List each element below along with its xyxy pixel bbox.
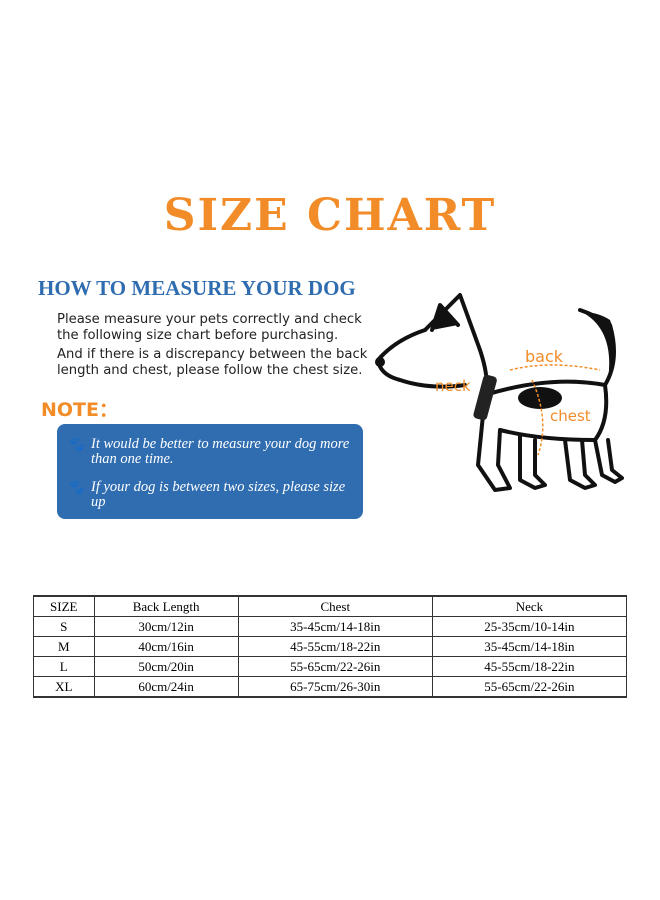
cell: XL	[33, 676, 95, 698]
header-size: SIZE	[33, 595, 95, 617]
dog-measurement-diagram: back neck chest	[375, 293, 624, 492]
size-table: SIZE Back Length Chest Neck S 30cm/12in 35…	[33, 595, 628, 698]
paw-icon: 🐾	[67, 438, 85, 453]
dog-illustration	[376, 293, 624, 492]
table-row: M 40cm/16in 45-55cm/18-22in 35-45cm/14-18in	[33, 636, 628, 657]
header-chest: Chest	[237, 595, 433, 617]
header-back-length: Back Length	[93, 595, 239, 617]
cell: 60cm/24in	[93, 676, 239, 698]
how-to-heading: HOW TO MEASURE YOUR DOG	[38, 276, 356, 300]
tip-1: 🐾 It would be better to measure your dog …	[67, 436, 361, 467]
instructions-para-1: Please measure your pets correctly and c…	[57, 312, 362, 343]
neck-label: neck	[435, 377, 471, 395]
chest-label: chest	[550, 407, 591, 425]
collar	[473, 374, 497, 421]
cell: 35-45cm/14-18in	[237, 616, 433, 637]
cell: 65-75cm/26-30in	[237, 676, 433, 698]
cell: 55-65cm/22-26in	[431, 676, 628, 698]
table-row: L 50cm/20in 55-65cm/22-26in 45-55cm/18-22in	[33, 656, 628, 677]
cell: 55-65cm/22-26in	[237, 656, 433, 677]
table-header-row: SIZE Back Length Chest Neck	[33, 595, 628, 617]
cell: S	[33, 616, 95, 637]
cell: 45-55cm/18-22in	[431, 656, 628, 677]
cell: L	[33, 656, 95, 677]
cell: 40cm/16in	[93, 636, 239, 657]
table-row: S 30cm/12in 35-45cm/14-18in 25-35cm/10-14in	[33, 616, 628, 637]
cell: 25-35cm/10-14in	[431, 616, 628, 637]
note-box: 🐾 It would be better to measure your dog …	[57, 424, 363, 519]
note-label: NOTE：	[41, 399, 118, 421]
cell: M	[33, 636, 95, 657]
table-row: XL 60cm/24in 65-75cm/26-30in 55-65cm/22-26i…	[33, 676, 628, 698]
paw-icon: 🐾	[67, 481, 85, 496]
tip-2: 🐾 If your dog is between two sizes, pleas…	[67, 479, 361, 510]
header-neck: Neck	[431, 595, 628, 617]
cell: 45-55cm/18-22in	[237, 636, 433, 657]
tip-text: It would be better to measure your dog m…	[91, 436, 350, 467]
back-label: back	[525, 347, 564, 366]
tip-text: If your dog is between two sizes, please…	[91, 479, 346, 510]
instructions-para-2: And if there is a discrepancy between th…	[57, 347, 368, 378]
cell: 50cm/20in	[93, 656, 239, 677]
cell: 30cm/12in	[93, 616, 239, 637]
page-title: SIZE CHART	[163, 190, 497, 241]
cell: 35-45cm/14-18in	[431, 636, 628, 657]
